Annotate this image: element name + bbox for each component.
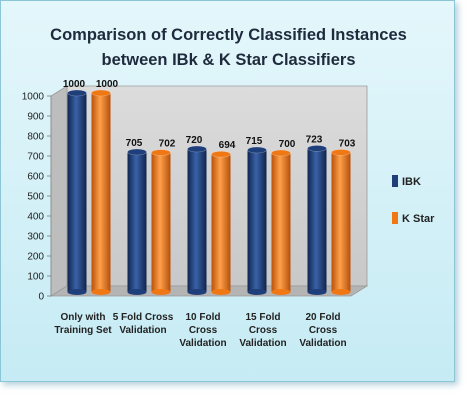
bar-ibk [307,148,327,292]
data-label: 1000 [96,79,119,90]
x-category-label: 15 Fold [245,312,280,323]
bar-base [331,289,351,295]
x-category-label: Validation [179,338,226,349]
bar-k-star [211,154,231,292]
data-label: 700 [279,139,296,150]
x-category-label: 10 Fold [185,312,220,323]
bar-top [307,145,327,152]
bar-top [271,149,291,157]
legend-swatch [392,212,398,224]
data-label: 703 [339,138,356,149]
x-category-label: 20 Fold [305,312,340,323]
bar-base [67,289,87,295]
chart-title-line1: Comparison of Correctly Classified Insta… [50,26,407,44]
x-category-label: Only with [61,312,106,323]
y-tick-label: 600 [27,172,44,183]
bar-ibk [247,150,267,292]
bar-top [187,145,207,153]
bar-k-star [151,152,171,292]
y-tick-label: 700 [27,152,44,163]
data-label: 1000 [63,79,86,90]
bar-base [151,289,171,295]
bar-k-star [271,153,291,292]
data-label: 705 [126,138,143,149]
bar-k-star [331,152,351,292]
bar-ibk [187,149,207,292]
legend-label: K Star [402,213,435,225]
bar-top [247,146,267,154]
data-label: 702 [159,139,176,150]
bar-base [187,289,207,295]
bar-ibk [127,152,147,292]
y-tick-label: 900 [27,112,44,123]
bar-top [151,149,171,156]
y-tick-label: 100 [27,272,44,283]
legend-label: IBK [402,176,421,188]
bar-base [247,289,267,295]
y-tick-label: 1000 [22,92,45,103]
bar-top [127,148,147,156]
x-category-label: Cross [309,325,338,336]
bar-base [211,289,231,295]
bar-k-star [91,93,111,292]
bar-base [127,289,147,295]
x-category-label: 5 Fold Cross [113,312,174,323]
x-category-label: Validation [119,325,166,336]
chart-title-line2: between IBk & K Star Classifiers [101,51,356,69]
y-tick-label: 800 [27,132,44,143]
y-tick-label: 400 [27,212,44,223]
x-category-label: Training Set [54,325,112,336]
legend-swatch [392,175,398,187]
bar-top [91,89,111,97]
chart-title: Comparison of Correctly Classified Insta… [1,23,456,73]
x-category-label: Validation [239,338,286,349]
y-tick-label: 300 [27,232,44,243]
bar-top [211,150,231,158]
bar-base [91,289,111,295]
bar-base [271,289,291,295]
y-tick-label: 200 [27,252,44,263]
y-tick-label: 500 [27,192,44,203]
y-tick-label: 0 [38,292,44,303]
bar-top [331,149,351,156]
data-label: 715 [246,136,263,147]
bar-base [307,289,327,295]
data-label: 720 [186,135,203,146]
x-category-label: Cross [249,325,278,336]
data-label: 694 [219,140,236,151]
bar-chart: 0 100 200 300 400 500 600 700 800 900 1000 1000 1000… [22,79,435,349]
bar-ibk [67,93,87,292]
x-category-label: Cross [189,325,218,336]
data-label: 723 [306,134,323,145]
bar-top [67,89,87,97]
x-category-label: Validation [299,338,346,349]
side-wall [50,85,68,297]
